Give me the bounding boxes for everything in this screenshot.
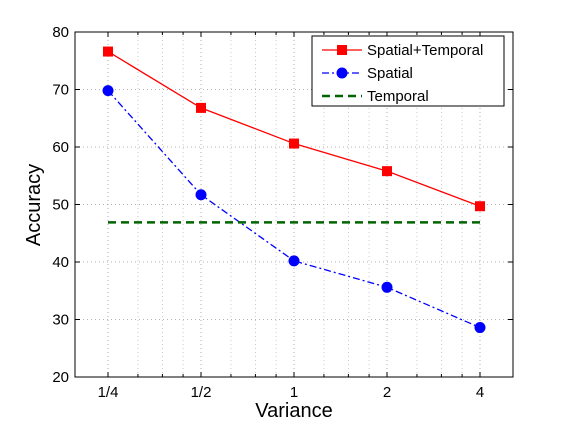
legend-label: Spatial+Temporal <box>367 42 483 59</box>
legend-entries: Spatial+Temporal Spatial Temporal <box>322 42 483 105</box>
legend-item: Temporal <box>322 88 429 105</box>
series-spatial-temporal <box>103 46 485 212</box>
data-point <box>382 166 392 177</box>
legend: Spatial+Temporal Spatial Temporal <box>311 35 505 107</box>
series-line <box>107 90 481 329</box>
axis-ticks <box>75 31 513 378</box>
data-point <box>474 322 486 334</box>
legend-marker <box>337 45 347 55</box>
data-point <box>288 255 300 267</box>
legend-marker <box>336 67 348 79</box>
y-tick-label: 40 <box>52 254 69 271</box>
legend-label: Spatial <box>367 65 413 82</box>
data-point <box>475 201 485 212</box>
data-point <box>289 138 299 149</box>
y-axis-title: Accuracy <box>23 164 45 246</box>
y-tick-label: 70 <box>52 82 69 99</box>
x-tick-label: 4 <box>476 384 484 401</box>
data-point <box>195 189 207 201</box>
x-tick-label: 2 <box>383 384 391 401</box>
data-point <box>196 102 206 113</box>
legend-item: Spatial <box>322 65 413 82</box>
series-spatial <box>102 85 486 334</box>
y-tick-label: 20 <box>52 369 69 386</box>
x-tick-label: 1/2 <box>191 384 212 401</box>
data-point <box>102 85 114 97</box>
x-tick-label: 1/4 <box>98 384 119 401</box>
series-group <box>102 46 486 334</box>
data-point <box>381 281 393 293</box>
data-point <box>103 46 113 57</box>
legend-item: Spatial+Temporal <box>322 42 483 59</box>
legend-label: Temporal <box>367 88 429 105</box>
y-tick-label: 60 <box>52 139 69 156</box>
y-tick-label: 30 <box>52 312 69 329</box>
y-tick-label: 50 <box>52 197 69 214</box>
y-tick-label: 80 <box>52 24 69 41</box>
x-tick-label: 1 <box>290 384 298 401</box>
tick-labels: 20 30 40 50 60 70 80 1/4 1/2 1 2 4 <box>52 24 484 401</box>
x-axis-title: Variance <box>255 400 332 422</box>
